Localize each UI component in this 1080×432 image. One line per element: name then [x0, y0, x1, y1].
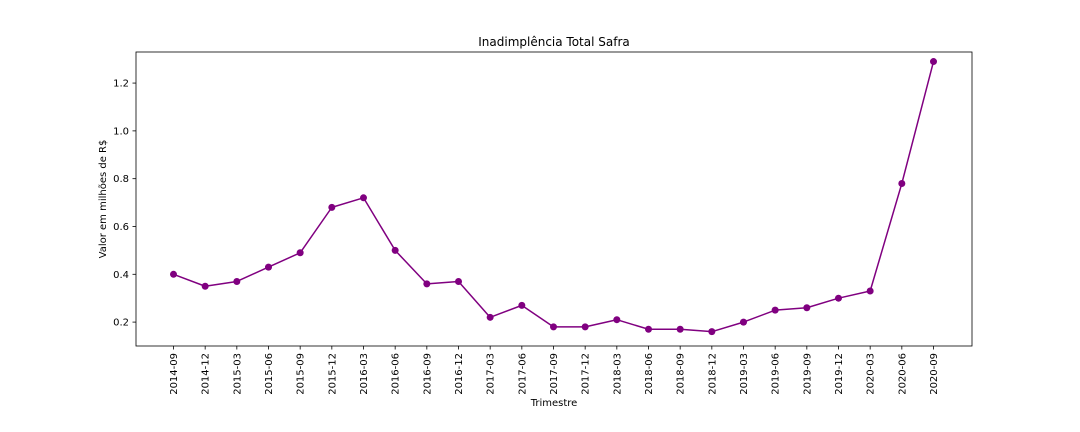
- x-axis: 2014-09 2014-12 2015-03 2015-06 2015-09 2015-…: [169, 346, 940, 395]
- data-point: [233, 277, 241, 285]
- series-line: [170, 58, 937, 336]
- x-tick-label: 2015-12: [327, 353, 338, 395]
- data-point: [201, 282, 209, 290]
- data-point: [645, 325, 652, 333]
- x-tick-label: 2016-12: [454, 353, 465, 395]
- data-point: [296, 249, 304, 257]
- data-point: [423, 280, 431, 288]
- data-point: [581, 323, 589, 331]
- x-tick-label: 2014-12: [201, 353, 212, 395]
- x-tick-label: 2017-12: [581, 353, 592, 395]
- data-point: [518, 301, 526, 309]
- chart-title: Inadimplência Total Safra: [478, 35, 630, 49]
- x-tick-label: 2019-03: [739, 353, 750, 395]
- x-tick-label: 2020-06: [897, 353, 908, 395]
- x-tick-label: 2016-09: [422, 353, 433, 395]
- y-tick-label: 0.2: [113, 318, 129, 329]
- x-tick-label: 2016-03: [359, 353, 370, 395]
- x-tick-label: 2017-03: [486, 353, 497, 395]
- y-axis-title: Valor em milhões de R$: [98, 140, 109, 259]
- data-point: [708, 328, 716, 336]
- x-tick-label: 2014-09: [169, 353, 180, 395]
- x-tick-label: 2019-06: [771, 353, 782, 395]
- data-point: [455, 277, 462, 285]
- x-tick-label: 2018-09: [676, 353, 687, 395]
- x-tick-label: 2018-12: [707, 353, 718, 395]
- x-tick-label: 2015-06: [264, 353, 275, 395]
- x-tick-label: 2017-09: [549, 353, 560, 395]
- data-point: [265, 263, 272, 271]
- x-tick-label: 2019-12: [834, 353, 845, 395]
- x-tick-label: 2018-03: [612, 353, 623, 395]
- x-axis-title: Trimestre: [530, 398, 578, 409]
- data-point: [360, 194, 367, 202]
- y-tick-label: 0.6: [113, 222, 129, 233]
- data-point: [930, 58, 937, 66]
- x-tick-label: 2017-06: [517, 353, 528, 395]
- data-point: [898, 179, 906, 187]
- data-point: [676, 325, 684, 333]
- x-tick-label: 2020-09: [929, 353, 940, 395]
- x-tick-label: 2020-03: [866, 353, 877, 395]
- data-point: [803, 304, 811, 312]
- data-point: [835, 294, 842, 302]
- data-point: [613, 316, 621, 324]
- data-point: [550, 323, 557, 331]
- data-point: [328, 203, 336, 211]
- y-tick-label: 1.0: [113, 126, 129, 137]
- x-tick-label: 2015-09: [296, 353, 307, 395]
- x-tick-label: 2015-03: [232, 353, 243, 395]
- x-tick-label: 2016-06: [391, 353, 402, 395]
- data-point: [170, 270, 177, 278]
- plot-area: [135, 51, 973, 347]
- y-tick-label: 0.8: [113, 174, 129, 185]
- y-tick-label: 1.2: [113, 79, 129, 90]
- data-point: [771, 306, 779, 314]
- data-point: [866, 287, 874, 295]
- x-tick-label: 2018-06: [644, 353, 655, 395]
- data-point: [486, 313, 494, 321]
- x-tick-label: 2019-09: [802, 353, 813, 395]
- y-axis: 0.2 0.4 0.6 0.8 1.0 1.2: [113, 79, 136, 329]
- data-point: [740, 318, 747, 326]
- data-point: [391, 246, 399, 254]
- y-tick-label: 0.4: [113, 270, 129, 281]
